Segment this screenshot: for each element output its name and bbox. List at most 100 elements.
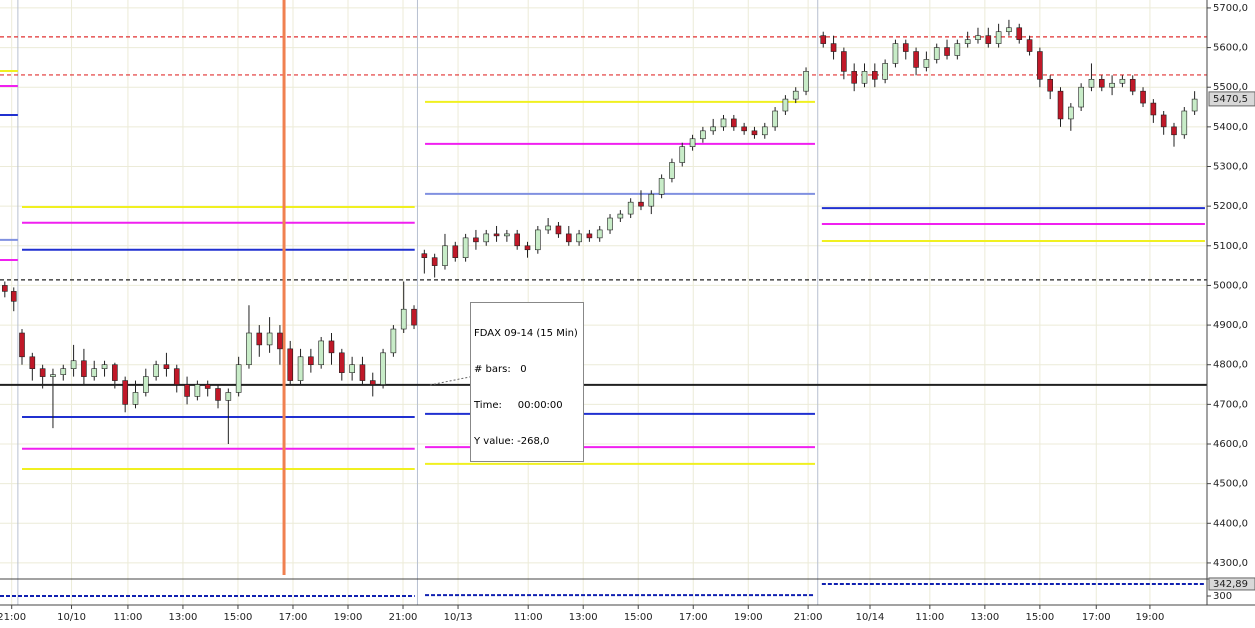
candle-body bbox=[679, 146, 686, 163]
candle-body bbox=[669, 162, 675, 179]
candle-body bbox=[1006, 27, 1012, 33]
candle-body bbox=[1191, 98, 1198, 112]
candle-body bbox=[545, 225, 551, 231]
candle-body bbox=[1047, 78, 1053, 92]
candle-body bbox=[751, 130, 758, 136]
last-price-label: 5470,5 bbox=[1213, 94, 1248, 105]
y-tick-label: 4900,0 bbox=[1213, 320, 1248, 331]
candle-body bbox=[153, 364, 159, 377]
candle-body bbox=[29, 356, 36, 369]
candle-body bbox=[60, 368, 67, 375]
tooltip: FDAX 09-14 (15 Min) # bars: 0 Time: 00:0… bbox=[470, 302, 584, 462]
candle-body bbox=[820, 35, 827, 44]
candle-body bbox=[194, 384, 201, 397]
y-tick-label: 5400,0 bbox=[1213, 122, 1248, 133]
y-tick-label: 4400,0 bbox=[1213, 518, 1248, 529]
candle-body bbox=[483, 233, 490, 243]
candle-body bbox=[1181, 110, 1188, 136]
candle-body bbox=[524, 245, 531, 251]
candle-body bbox=[1119, 78, 1126, 84]
y-tick-label: 4300,0 bbox=[1213, 558, 1248, 569]
candle-body bbox=[803, 71, 809, 92]
candle-body bbox=[19, 332, 25, 358]
candle-body bbox=[1140, 90, 1146, 104]
candle-body bbox=[658, 178, 665, 195]
candle-body bbox=[101, 364, 108, 369]
x-tick-label: 15:00 bbox=[224, 612, 253, 623]
x-tick-label: 11:00 bbox=[514, 612, 543, 623]
tooltip-line: Y value: -268,0 bbox=[474, 436, 550, 447]
candle-body bbox=[923, 59, 930, 68]
candle-body bbox=[882, 63, 888, 80]
y-tick-label: 4700,0 bbox=[1213, 399, 1248, 410]
candle-body bbox=[328, 340, 335, 354]
candle-body bbox=[50, 374, 56, 377]
x-tick-label: 19:00 bbox=[1136, 612, 1165, 623]
candle-body bbox=[627, 201, 634, 215]
candle-body bbox=[1088, 78, 1095, 88]
candle-body bbox=[607, 217, 613, 231]
candle-body bbox=[565, 233, 572, 243]
y-tick-label: 4800,0 bbox=[1213, 360, 1248, 371]
tooltip-line: Time: 00:00:00 bbox=[474, 400, 563, 411]
candle-body bbox=[122, 380, 128, 405]
candle-body bbox=[287, 348, 294, 381]
candle-body bbox=[985, 35, 992, 44]
indicator-last-label: 342,89 bbox=[1213, 579, 1248, 590]
candle-body bbox=[1150, 102, 1157, 116]
candle-body bbox=[390, 328, 397, 354]
candle-body bbox=[81, 360, 87, 377]
y-tick-label: 5700,0 bbox=[1213, 3, 1248, 14]
candle-body bbox=[596, 229, 603, 239]
candle-body bbox=[235, 364, 242, 393]
candle-body bbox=[902, 43, 909, 52]
candle-body bbox=[638, 201, 644, 207]
x-tick-label: 10/14 bbox=[856, 612, 885, 623]
candle-body bbox=[39, 368, 46, 377]
candle-body bbox=[1129, 78, 1136, 92]
y-tick-label: 5000,0 bbox=[1213, 280, 1248, 291]
y-tick-label: 4600,0 bbox=[1213, 439, 1248, 450]
candle-body bbox=[700, 130, 706, 140]
candle-body bbox=[308, 356, 314, 366]
candle-body bbox=[297, 356, 304, 381]
candle-body bbox=[1160, 114, 1167, 128]
candle-body bbox=[277, 332, 283, 350]
y-tick-label: 5600,0 bbox=[1213, 43, 1248, 54]
tooltip-line: # bars: 0 bbox=[474, 364, 527, 375]
candle-body bbox=[266, 332, 273, 346]
x-tick-label: 19:00 bbox=[734, 612, 763, 623]
candle-body bbox=[246, 332, 252, 366]
candle-body bbox=[617, 213, 624, 219]
candle-body bbox=[720, 118, 727, 128]
candle-body bbox=[1016, 27, 1023, 40]
y-tick-label: 5500,0 bbox=[1213, 82, 1248, 93]
candle-body bbox=[761, 126, 768, 136]
x-tick-label: 17:00 bbox=[1082, 612, 1111, 623]
x-tick-label: 17:00 bbox=[679, 612, 708, 623]
x-tick-label: 13:00 bbox=[169, 612, 198, 623]
candle-body bbox=[851, 71, 857, 84]
candle-body bbox=[892, 43, 899, 64]
candle-body bbox=[1037, 51, 1043, 80]
candle-body bbox=[514, 233, 520, 247]
candle-body bbox=[2, 285, 8, 292]
x-tick-label: 10/10 bbox=[57, 612, 86, 623]
candle-body bbox=[184, 384, 190, 397]
candle-body bbox=[163, 364, 170, 369]
candle-body bbox=[576, 233, 582, 243]
candle-body bbox=[1026, 39, 1033, 52]
candle-body bbox=[318, 340, 324, 366]
candle-body bbox=[741, 126, 747, 132]
candle-body bbox=[975, 35, 981, 40]
candle-body bbox=[504, 233, 510, 237]
candle-body bbox=[861, 71, 868, 84]
candle-body bbox=[782, 98, 789, 112]
x-tick-label: 10/13 bbox=[444, 612, 473, 623]
candle-body bbox=[1109, 82, 1115, 88]
x-tick-label: 13:00 bbox=[569, 612, 598, 623]
x-tick-label: 11:00 bbox=[915, 612, 944, 623]
candle-body bbox=[913, 51, 919, 68]
candle-body bbox=[10, 291, 17, 302]
